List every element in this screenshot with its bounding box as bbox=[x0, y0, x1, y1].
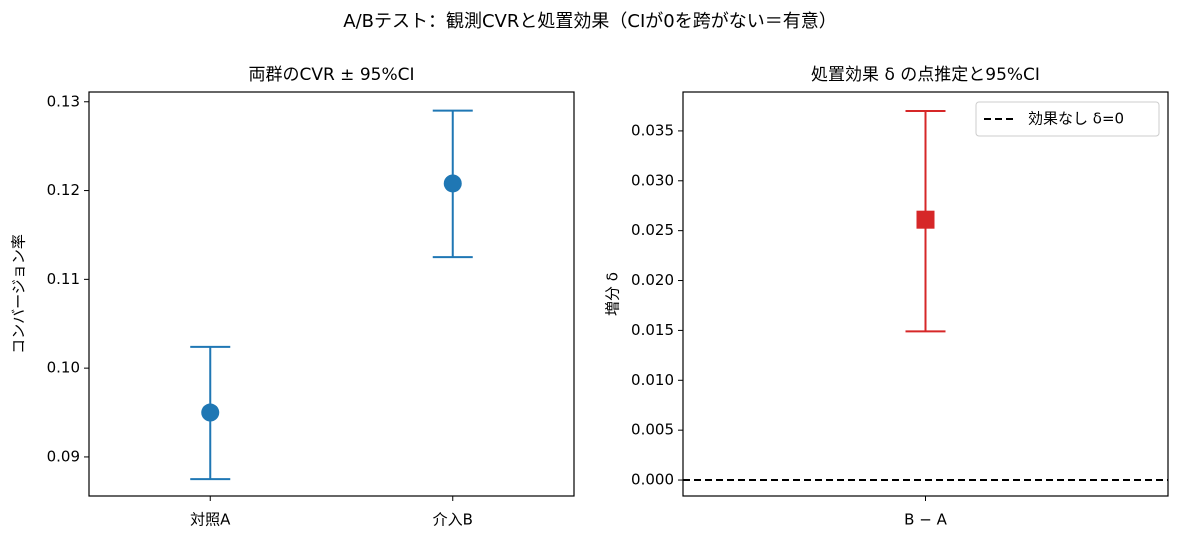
legend-box bbox=[975, 101, 1160, 137]
axes-title: 処置効果 δ の点推定と95%CI bbox=[811, 65, 1040, 85]
axes-frame bbox=[682, 91, 1169, 497]
y-tick-label: 0.015 bbox=[631, 321, 674, 339]
y-tick-label: 0.025 bbox=[631, 221, 674, 239]
y-tick-label: 0.09 bbox=[47, 447, 80, 465]
axes-title: 両群のCVR ± 95%CI bbox=[248, 65, 414, 85]
x-tick-label: 対照A bbox=[190, 511, 231, 529]
y-tick-label: 0.005 bbox=[631, 421, 674, 439]
x-tick-label: B − A bbox=[904, 511, 947, 529]
y-axis-label: コンバージョン率 bbox=[10, 234, 28, 354]
legend-label: 効果なし δ=0 bbox=[1028, 110, 1124, 128]
x-tick-label: 介入B bbox=[433, 511, 473, 529]
axes-frame bbox=[88, 91, 575, 497]
point bbox=[916, 210, 935, 229]
y-tick-label: 0.11 bbox=[47, 270, 80, 288]
point bbox=[201, 403, 220, 422]
figure-title: A/Bテスト：観測CVRと処置効果（CIが0を跨がない＝有意） bbox=[343, 11, 836, 32]
y-tick-label: 0.10 bbox=[47, 359, 80, 377]
y-tick-label: 0.12 bbox=[47, 181, 80, 199]
y-tick-label: 0.035 bbox=[631, 121, 674, 139]
y-tick-label: 0.020 bbox=[631, 271, 674, 289]
y-axis-label: 増分 δ bbox=[604, 272, 622, 316]
y-tick-label: 0.000 bbox=[631, 471, 674, 489]
y-tick-label: 0.030 bbox=[631, 171, 674, 189]
y-tick-label: 0.13 bbox=[47, 92, 80, 110]
point bbox=[443, 174, 462, 193]
y-tick-label: 0.010 bbox=[631, 371, 674, 389]
